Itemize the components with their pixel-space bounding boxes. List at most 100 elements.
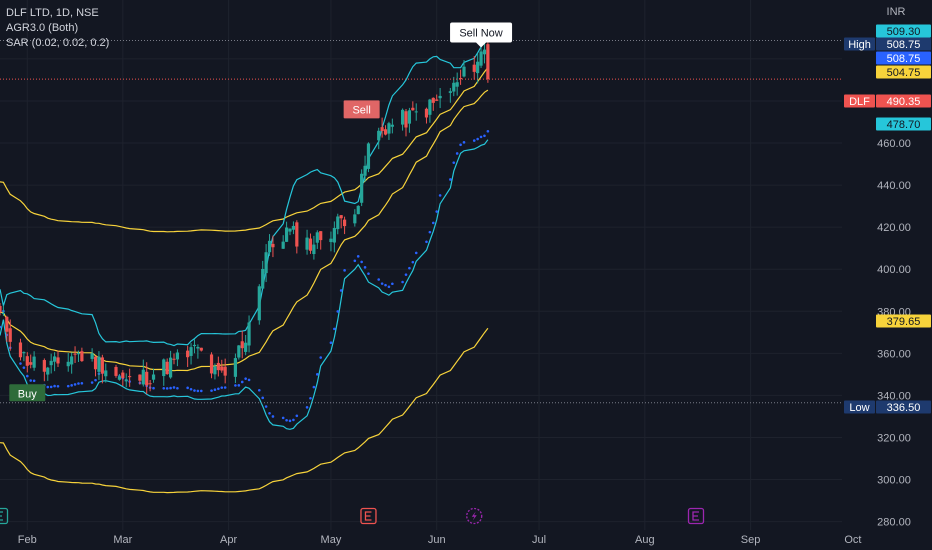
- candle-body: [244, 342, 248, 352]
- sar-dot: [425, 240, 428, 244]
- price-tag-box: [876, 65, 931, 79]
- sar-dot: [315, 373, 319, 376]
- time-tick-label: Apr: [220, 534, 237, 546]
- candle-body: [360, 173, 364, 203]
- candle-body: [329, 238, 333, 243]
- signal-buy: Buy: [9, 384, 46, 402]
- sar-dot: [377, 278, 381, 281]
- dividend-event-icon: [466, 507, 483, 525]
- candle-body: [128, 376, 132, 378]
- candle-body: [267, 240, 272, 253]
- candle-body: [172, 358, 176, 360]
- sar-dot: [319, 356, 323, 359]
- legend-symbol: DLF LTD, 1D, NSE: [6, 7, 99, 19]
- sar-dot: [73, 383, 77, 386]
- candle-body: [264, 252, 268, 274]
- price-tag-value: 379.65: [887, 316, 921, 328]
- lower-band-line: [0, 139, 489, 430]
- sar-dot: [360, 260, 363, 264]
- sar-dot: [210, 389, 213, 392]
- price-tick-label: 420.00: [877, 222, 911, 234]
- candle-body: [288, 228, 292, 232]
- sar-dot: [56, 384, 60, 388]
- sar-dot: [295, 414, 299, 418]
- candles: [0, 40, 490, 395]
- price-tick-label: 340.00: [877, 390, 911, 402]
- candle-body: [192, 344, 197, 347]
- legend-indicator-sar: SAR (0.02, 0.02, 0.2): [6, 37, 110, 49]
- candle-body: [73, 353, 77, 355]
- sar-dot: [152, 386, 155, 390]
- sar-dot: [268, 411, 271, 415]
- time-tick-label: Sep: [741, 534, 761, 546]
- candle-body: [332, 227, 336, 243]
- candle-body: [42, 360, 46, 372]
- candle-body: [46, 367, 50, 375]
- time-tick-label: Mar: [113, 534, 132, 546]
- buy-signal-label: Buy: [18, 388, 37, 400]
- candle-body: [342, 219, 347, 227]
- candle-body: [165, 361, 169, 375]
- sar-dot: [384, 283, 387, 287]
- candle-body: [291, 225, 296, 230]
- upper-envelope-line: [0, 67, 489, 233]
- sell-now-box: [450, 22, 513, 43]
- sar-dot: [288, 419, 292, 423]
- sar-dot: [257, 388, 261, 392]
- sar-dot: [435, 210, 439, 213]
- sar-dot: [329, 341, 333, 344]
- sar-dot: [264, 405, 268, 408]
- candle-body: [476, 61, 480, 74]
- price-tag-value: 478.70: [887, 119, 921, 131]
- sar-dot: [431, 221, 435, 225]
- time-tick-label: Jul: [532, 534, 546, 546]
- earnings-event-icon: [360, 507, 377, 525]
- price-tag-label: DLF: [849, 96, 870, 108]
- sar-dot: [285, 418, 288, 422]
- candle-body: [233, 358, 238, 377]
- time-tick-label: Jun: [428, 534, 446, 546]
- sar-dot: [438, 194, 442, 197]
- sar-dot: [455, 152, 459, 155]
- candle-body: [458, 78, 463, 80]
- time-tick-label: Feb: [18, 534, 37, 546]
- candle-body: [486, 44, 490, 80]
- candle-body: [22, 352, 26, 354]
- sar-dot: [19, 362, 22, 365]
- candle-body: [366, 143, 371, 169]
- earnings-e-glyph: [692, 511, 699, 521]
- signal-sell: Sell: [343, 100, 380, 119]
- candle-body: [363, 165, 367, 176]
- sar-dot: [486, 130, 490, 133]
- candle-body: [209, 354, 214, 374]
- candle-body: [52, 356, 57, 362]
- sar-dot: [356, 255, 360, 258]
- candle-body: [271, 243, 275, 248]
- candle-body: [295, 222, 299, 247]
- candle-body: [213, 366, 217, 375]
- sell-now-pointer: [476, 42, 487, 48]
- candle-body: [175, 352, 180, 360]
- candle-body: [100, 357, 104, 374]
- sar-dot: [25, 374, 29, 378]
- earnings-event-icon: [0, 507, 9, 525]
- sar-dot: [353, 259, 357, 263]
- time-tick-label: Aug: [635, 534, 655, 546]
- candle-body: [308, 238, 313, 251]
- candle-body: [411, 107, 415, 111]
- time-tick-label: Oct: [844, 534, 861, 546]
- event-markers: [0, 507, 705, 525]
- candle-body: [482, 49, 487, 55]
- sar-dot: [46, 385, 50, 389]
- price-tag-box: [876, 24, 931, 38]
- price-tag-box: [876, 51, 931, 65]
- candle-body: [196, 346, 200, 349]
- sar-dot: [387, 285, 391, 289]
- candle-body: [400, 109, 405, 125]
- candle-body: [305, 237, 309, 250]
- candle-body: [56, 357, 60, 364]
- lower-envelope-line: [0, 327, 489, 494]
- candle-body: [216, 362, 220, 371]
